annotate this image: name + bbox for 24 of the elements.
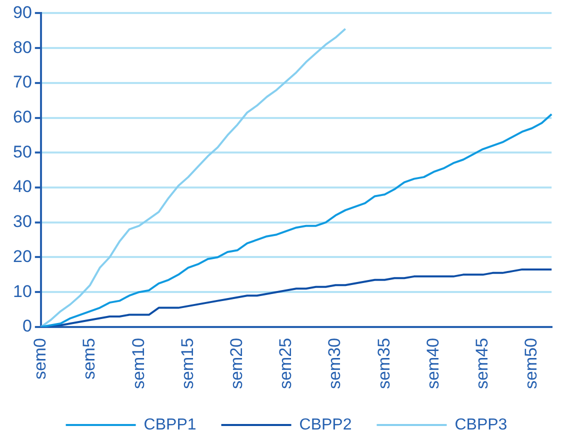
y-tick-label: 60 xyxy=(12,107,32,126)
legend-label: CBPP1 xyxy=(144,416,196,434)
x-tick-label: sem15 xyxy=(178,338,197,390)
y-tick-label: 10 xyxy=(12,282,32,301)
y-tick-label: 20 xyxy=(12,246,32,266)
x-tick-label: sem0 xyxy=(30,338,50,380)
y-tick-label: 80 xyxy=(12,38,32,57)
x-tick-label: sem35 xyxy=(374,338,394,390)
y-tick-label: 70 xyxy=(12,72,32,92)
x-tick-label: sem20 xyxy=(227,338,246,390)
y-tick-label: 0 xyxy=(22,316,32,336)
y-tick-label: 90 xyxy=(12,2,32,22)
x-tick-label: sem40 xyxy=(423,338,442,390)
x-tick-label: sem30 xyxy=(325,338,344,390)
x-tick-label: sem5 xyxy=(80,338,99,380)
y-tick-label: 30 xyxy=(12,212,32,232)
x-tick-label: sem25 xyxy=(276,338,296,390)
legend-label: CBPP2 xyxy=(299,416,352,434)
x-tick-label: sem50 xyxy=(522,338,541,390)
x-tick-label: sem45 xyxy=(472,338,492,390)
legend-label: CBPP3 xyxy=(454,416,508,434)
y-tick-label: 40 xyxy=(12,177,32,196)
x-tick-label: sem10 xyxy=(128,338,148,390)
y-tick-label: 50 xyxy=(12,142,32,162)
